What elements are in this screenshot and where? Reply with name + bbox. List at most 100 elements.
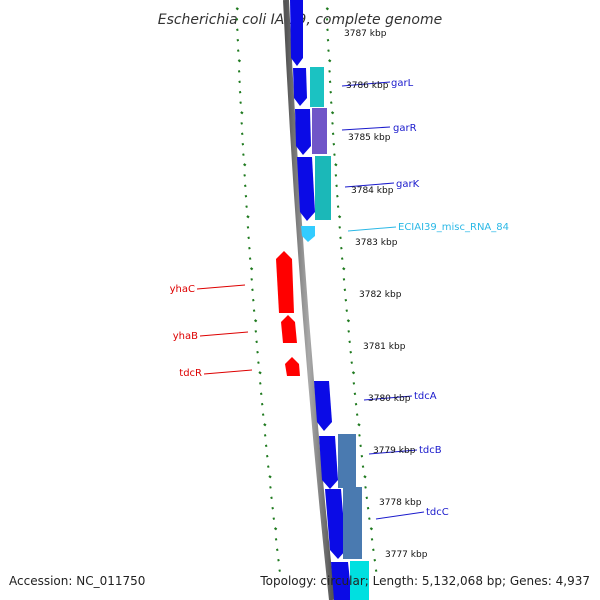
label-line-yhaB	[199, 331, 249, 337]
tick-mark	[244, 184, 247, 188]
tick-mark	[254, 330, 258, 333]
tick-mark	[273, 527, 278, 531]
gene-label-tdcR[interactable]: tdcR	[179, 368, 202, 379]
gene-label-yhaC[interactable]: yhaC	[170, 284, 195, 295]
tick-mark	[352, 382, 356, 385]
kbp-label: 3784 kbp	[351, 186, 394, 196]
label-line-tdcB	[368, 449, 418, 455]
tick-mark	[236, 28, 239, 32]
tick-mark	[249, 267, 254, 271]
tick-mark	[256, 350, 259, 354]
tick-mark	[246, 215, 250, 219]
gene-label-tdcA[interactable]: tdcA	[414, 391, 437, 402]
tick-mark	[278, 569, 281, 572]
tick-mark	[248, 257, 252, 260]
gene-arrow-garK[interactable]	[297, 157, 315, 221]
gene-label-yhaB[interactable]: yhaB	[173, 331, 198, 342]
tick-mark	[361, 465, 365, 468]
tick-mark	[252, 298, 255, 302]
tick-mark	[267, 465, 270, 468]
gene-arrow-tdcC[interactable]	[325, 489, 346, 559]
cog-box-tdcB	[338, 434, 356, 488]
tick-mark	[330, 111, 335, 115]
gene-arrow-tdcR[interactable]	[285, 357, 300, 376]
gene-arrow-tdcA[interactable]	[314, 381, 332, 431]
tick-mark	[264, 444, 268, 448]
label-line-yhaC	[196, 284, 246, 290]
tick-mark	[242, 153, 245, 156]
tick-mark	[332, 142, 336, 146]
gene-label-tdcC[interactable]: tdcC	[426, 507, 449, 518]
tick-mark	[335, 184, 338, 188]
cog-box-tdcC	[343, 487, 362, 559]
tick-mark	[365, 496, 369, 500]
gene-label-garL[interactable]: garL	[391, 78, 414, 89]
tick-mark	[348, 340, 351, 344]
tick-mark	[236, 38, 240, 42]
position-labels: 3787 kbp 3786 kbp 3785 kbp 3784 kbp 3783…	[344, 29, 428, 560]
label-line-garL	[341, 81, 391, 87]
tick-mark	[238, 80, 241, 84]
tick-mark	[240, 132, 244, 136]
tick-mark	[328, 70, 331, 73]
tick-mark	[247, 236, 250, 240]
tick-mark	[342, 278, 346, 281]
gene-label-garK[interactable]: garK	[396, 179, 420, 190]
gene-arrow-garL[interactable]	[293, 68, 307, 106]
tick-mark	[259, 392, 263, 396]
tick-mark	[336, 205, 340, 208]
kbp-label: 3777 kbp	[385, 550, 428, 560]
kbp-label: 3779 kbp	[373, 446, 416, 456]
tick-mark	[366, 506, 370, 510]
gene-arrow-forward[interactable]	[290, 0, 303, 66]
tick-mark	[368, 517, 371, 520]
gene-arrow-tdcB[interactable]	[319, 436, 338, 489]
tick-mark	[239, 101, 242, 104]
tick-mark	[330, 101, 333, 104]
misc-rna-arrow[interactable]	[301, 226, 315, 242]
tick-mark	[245, 205, 248, 208]
tick-mark	[370, 538, 374, 541]
tick-mark	[326, 28, 329, 32]
tick-mark	[268, 475, 272, 479]
gene-arrow-bottom[interactable]	[331, 562, 352, 600]
label-line-tdcC	[375, 511, 425, 520]
tick-mark	[344, 298, 348, 302]
tick-mark	[373, 558, 377, 562]
tick-mark	[342, 267, 346, 271]
gene-labels: garL garR garK ECIAI39_misc_RNA_84 yhaC …	[170, 78, 509, 518]
label-line-tdcR	[203, 369, 253, 375]
tick-mark	[250, 278, 253, 281]
tick-mark	[263, 434, 267, 437]
tick-mark	[236, 49, 240, 52]
tick-mark	[235, 7, 239, 11]
tick-mark	[271, 506, 274, 510]
tick-mark	[354, 402, 358, 406]
forward-feature-track	[290, 0, 369, 600]
gene-arrow-garR[interactable]	[295, 109, 311, 155]
tick-mark	[243, 163, 247, 167]
tick-mark	[343, 288, 347, 292]
tick-mark	[369, 527, 374, 531]
tick-mark	[259, 382, 262, 385]
tick-mark	[353, 392, 357, 396]
tick-mark	[325, 18, 329, 21]
tick-mark	[340, 246, 343, 250]
tick-mark	[337, 215, 342, 219]
tick-mark	[359, 444, 362, 448]
gene-label-misc-rna[interactable]: ECIAI39_misc_RNA_84	[398, 222, 509, 233]
tick-mark	[243, 174, 246, 177]
gene-arrow-yhaB[interactable]	[281, 315, 297, 343]
tick-mark	[328, 59, 332, 63]
gene-label-tdcB[interactable]: tdcB	[419, 445, 442, 456]
label-line-garK	[344, 182, 395, 188]
tick-mark	[346, 319, 351, 323]
tick-mark	[331, 132, 335, 136]
tick-mark	[272, 517, 276, 520]
label-lines	[196, 81, 425, 520]
gene-arrow-yhaC[interactable]	[276, 251, 294, 313]
kbp-label: 3785 kbp	[348, 133, 391, 143]
gene-label-garR[interactable]: garR	[393, 123, 417, 134]
tick-mark	[237, 59, 242, 63]
tick-mark	[260, 402, 264, 406]
